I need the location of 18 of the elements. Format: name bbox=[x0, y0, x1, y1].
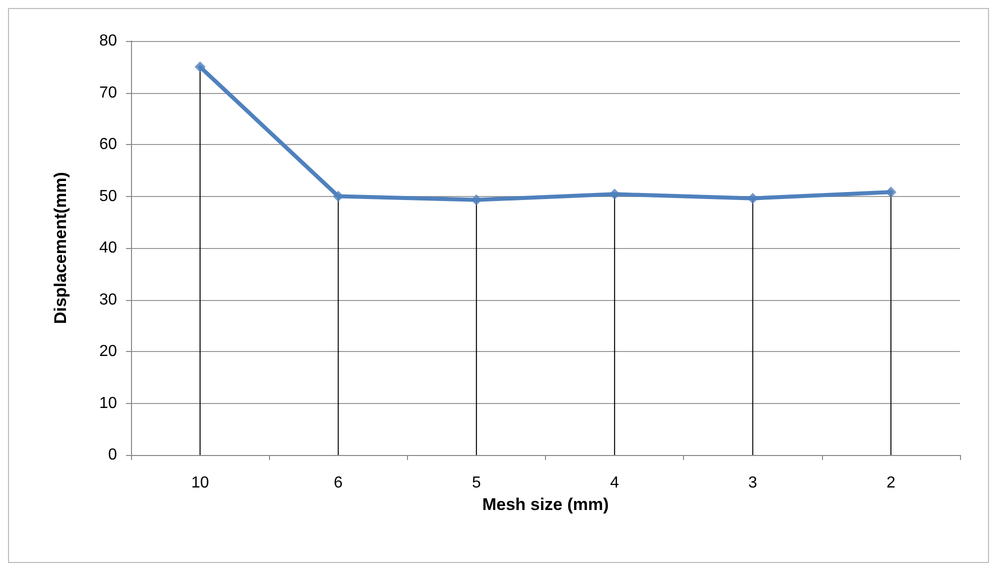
y-tick-label: 60 bbox=[99, 136, 118, 153]
y-tick-label: 0 bbox=[108, 446, 118, 464]
y-tick-label: 20 bbox=[99, 343, 118, 360]
x-tick-label: 2 bbox=[886, 474, 896, 492]
y-tick-label: 10 bbox=[99, 394, 118, 412]
y-tick-label: 50 bbox=[99, 188, 118, 205]
point bbox=[194, 61, 206, 72]
x-tick-label: 10 bbox=[191, 474, 210, 492]
x-tick-label: 4 bbox=[610, 474, 620, 492]
y-tick-label: 70 bbox=[99, 84, 118, 102]
x-tick-label: 3 bbox=[748, 474, 758, 492]
x-axis-title: Mesh size (mm) bbox=[482, 494, 609, 514]
y-axis-title: Displacement(mm) bbox=[51, 172, 70, 324]
x-tick-label: 5 bbox=[472, 474, 481, 492]
y-tick-label: 30 bbox=[99, 291, 118, 308]
x-tick-label: 6 bbox=[334, 474, 343, 492]
y-tick-label: 80 bbox=[99, 32, 118, 50]
y-tick-label: 40 bbox=[99, 240, 118, 256]
